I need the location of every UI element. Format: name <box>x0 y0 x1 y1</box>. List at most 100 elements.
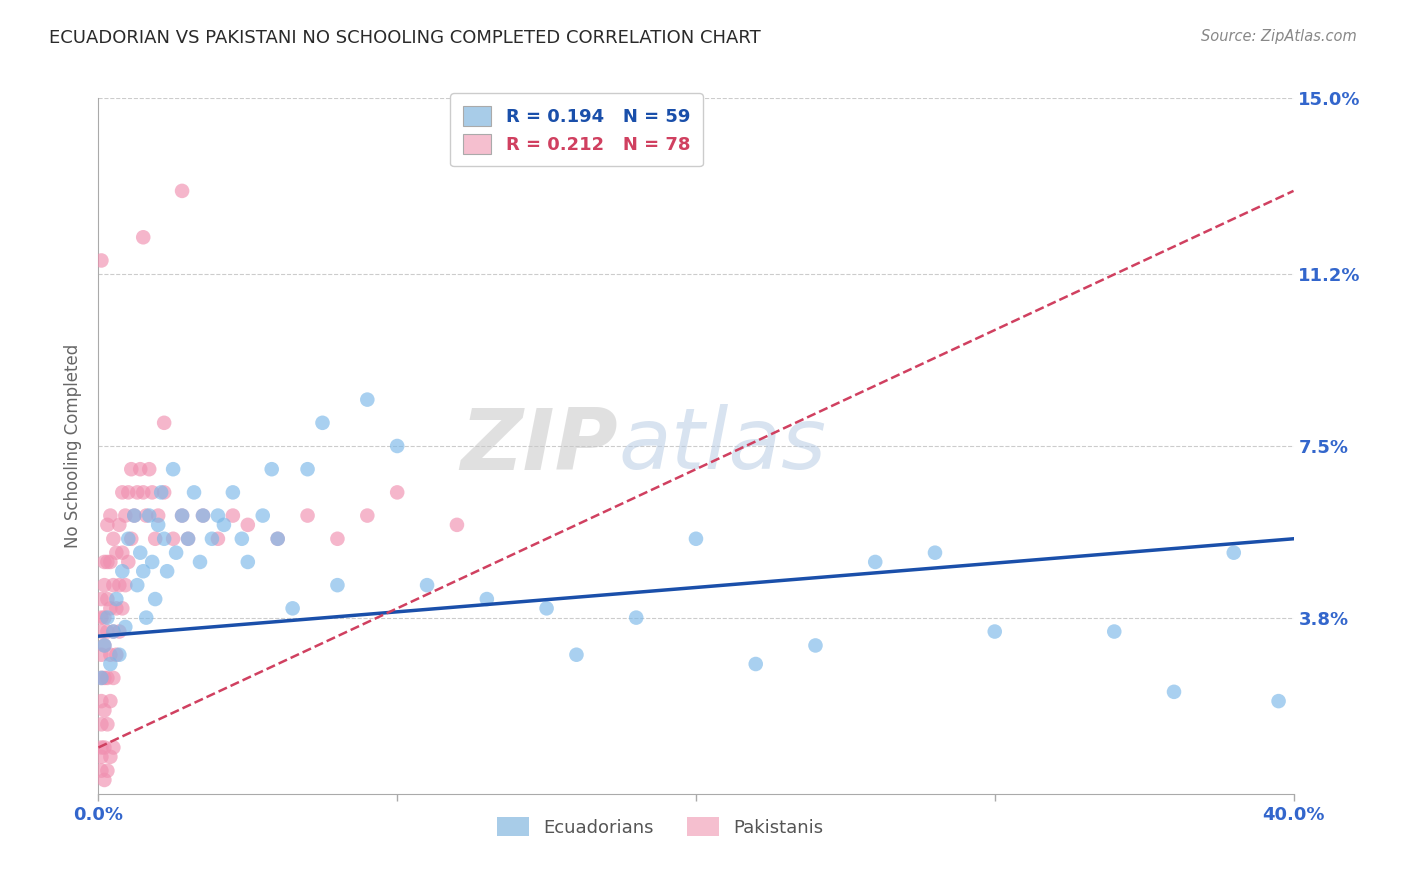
Point <box>117 555 139 569</box>
Point <box>96 624 118 639</box>
Point <box>162 462 184 476</box>
Point <box>105 592 128 607</box>
Point <box>93 703 115 717</box>
Point <box>148 517 170 532</box>
Point <box>111 601 134 615</box>
Point <box>90 253 112 268</box>
Point <box>191 508 214 523</box>
Point <box>90 592 112 607</box>
Point <box>90 610 112 624</box>
Point <box>297 462 319 476</box>
Point <box>90 749 112 764</box>
Point <box>111 546 134 560</box>
Point <box>281 601 304 615</box>
Point <box>267 532 290 546</box>
Point <box>183 485 205 500</box>
Point <box>124 508 146 523</box>
Point <box>148 508 170 523</box>
Point <box>132 230 155 244</box>
Point <box>127 578 149 592</box>
Point <box>156 564 179 578</box>
Point <box>1267 694 1289 708</box>
Point <box>153 485 176 500</box>
Point <box>96 555 118 569</box>
Point <box>93 772 115 787</box>
Point <box>127 485 149 500</box>
Point <box>90 740 112 755</box>
Point <box>207 508 229 523</box>
Point <box>105 601 128 615</box>
Point <box>924 546 946 560</box>
Point <box>236 555 259 569</box>
Point <box>207 532 229 546</box>
Point <box>143 592 166 607</box>
Point <box>98 555 122 569</box>
Point <box>565 648 588 662</box>
Point <box>108 517 131 532</box>
Point <box>135 610 157 624</box>
Point <box>90 694 112 708</box>
Point <box>111 564 134 578</box>
Point <box>188 555 211 569</box>
Point <box>93 639 115 653</box>
Point <box>98 749 122 764</box>
Point <box>93 610 115 624</box>
Point <box>311 416 333 430</box>
Point <box>96 671 118 685</box>
Point <box>297 508 319 523</box>
Point <box>93 671 115 685</box>
Point <box>385 439 409 453</box>
Point <box>1163 685 1185 699</box>
Point <box>446 517 468 532</box>
Point <box>326 532 349 546</box>
Point <box>356 508 378 523</box>
Point <box>165 546 187 560</box>
Point <box>120 462 142 476</box>
Point <box>260 462 283 476</box>
Point <box>124 508 146 523</box>
Point <box>96 592 118 607</box>
Point <box>90 764 112 778</box>
Point <box>385 485 409 500</box>
Point <box>1104 624 1126 639</box>
Point <box>90 624 112 639</box>
Point <box>90 648 112 662</box>
Point <box>416 578 439 592</box>
Point <box>172 508 194 523</box>
Point <box>865 555 887 569</box>
Point <box>138 508 160 523</box>
Point <box>96 517 118 532</box>
Point <box>222 485 245 500</box>
Point <box>103 624 125 639</box>
Point <box>93 740 115 755</box>
Point <box>177 532 200 546</box>
Point <box>120 532 142 546</box>
Point <box>172 508 194 523</box>
Point <box>96 764 118 778</box>
Text: atlas: atlas <box>619 404 827 488</box>
Point <box>201 532 224 546</box>
Point <box>114 508 136 523</box>
Point <box>536 601 558 615</box>
Text: ZIP: ZIP <box>461 404 619 488</box>
Point <box>356 392 378 407</box>
Point <box>132 485 155 500</box>
Point <box>103 624 125 639</box>
Point <box>96 610 118 624</box>
Point <box>236 517 259 532</box>
Point <box>150 485 173 500</box>
Point <box>103 671 125 685</box>
Point <box>103 740 125 755</box>
Point <box>93 578 115 592</box>
Point <box>252 508 274 523</box>
Point <box>191 508 214 523</box>
Point <box>108 648 131 662</box>
Point <box>105 648 128 662</box>
Point <box>117 532 139 546</box>
Point <box>98 648 122 662</box>
Point <box>108 578 131 592</box>
Point <box>108 624 131 639</box>
Point <box>111 485 134 500</box>
Point <box>93 639 115 653</box>
Point <box>745 657 768 671</box>
